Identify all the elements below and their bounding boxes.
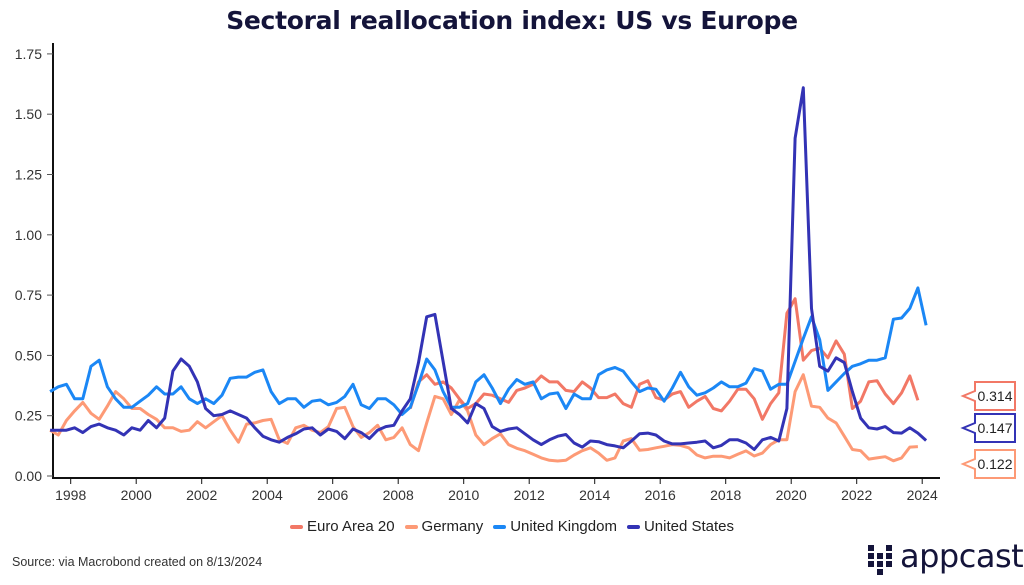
x-tick-label: 2000 xyxy=(121,487,152,503)
y-tick-label: 0.50 xyxy=(15,347,42,363)
x-tick-label: 2022 xyxy=(841,487,872,503)
legend-item: United States xyxy=(626,518,735,535)
legend-swatch xyxy=(626,524,640,529)
x-tick-label: 1998 xyxy=(55,487,86,503)
x-tick-label: 2020 xyxy=(776,487,807,503)
legend-label: Germany xyxy=(421,518,484,535)
x-tick-label: 2008 xyxy=(383,487,414,503)
last-value-label: 0.147 xyxy=(977,420,1012,436)
x-tick-label: 2010 xyxy=(448,487,479,503)
x-tick-label: 2018 xyxy=(710,487,741,503)
last-value-callout xyxy=(960,413,1016,443)
last-value-callout xyxy=(960,381,1016,411)
legend-swatch xyxy=(404,524,418,529)
x-tick-label: 2012 xyxy=(514,487,545,503)
logo-text: appcast xyxy=(900,537,1024,575)
series-line-united-kingdom xyxy=(49,286,928,416)
y-tick-label: 1.00 xyxy=(15,227,42,243)
y-tick-label: 0.75 xyxy=(15,287,42,303)
y-tick-label: 0.00 xyxy=(15,468,42,484)
legend-label: Euro Area 20 xyxy=(306,518,395,535)
legend: Euro Area 20 Germany United Kingdom United … xyxy=(0,518,1024,535)
legend-swatch xyxy=(493,524,507,529)
y-tick-label: 0.25 xyxy=(15,408,42,424)
line-chart: 0.00 0.25 0.50 0.75 1.00 1.25 1.50 1.75 1998 2000… xyxy=(15,43,1016,503)
last-value-callout xyxy=(960,449,1016,479)
legend-item: Euro Area 20 xyxy=(289,518,395,535)
legend-item: Germany xyxy=(404,518,484,535)
appcast-logo: appcast xyxy=(866,537,1024,581)
legend-label: United States xyxy=(643,518,735,535)
series-line-united-states xyxy=(50,86,928,451)
x-tick-label: 2016 xyxy=(645,487,676,503)
y-tick-label: 1.75 xyxy=(15,46,42,62)
series-line-germany xyxy=(49,373,918,463)
x-tick-label: 2024 xyxy=(907,487,938,503)
legend-swatch xyxy=(289,524,303,529)
y-tick-label: 1.50 xyxy=(15,106,42,122)
last-value-label: 0.122 xyxy=(977,456,1012,472)
legend-label: United Kingdom xyxy=(510,518,617,535)
source-note: Source: via Macrobond created on 8/13/20… xyxy=(12,555,263,569)
x-tick-label: 2002 xyxy=(186,487,217,503)
legend-item: United Kingdom xyxy=(493,518,617,535)
last-value-label: 0.314 xyxy=(977,388,1012,404)
x-tick-label: 2006 xyxy=(317,487,348,503)
x-tick-label: 2004 xyxy=(252,487,283,503)
chart-title: Sectoral reallocation index: US vs Europ… xyxy=(226,6,798,35)
y-tick-label: 1.25 xyxy=(15,167,42,183)
x-tick-label: 2014 xyxy=(579,487,610,503)
